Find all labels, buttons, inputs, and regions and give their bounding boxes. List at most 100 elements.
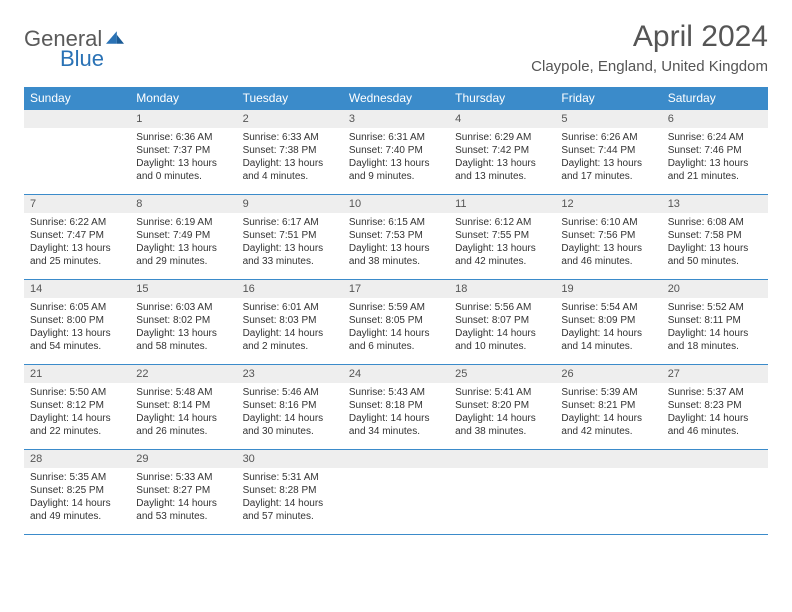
day-sunset: Sunset: 8:05 PM [349,314,443,327]
day-cell: 25Sunrise: 5:41 AMSunset: 8:20 PMDayligh… [449,365,555,449]
day-content: Sunrise: 6:05 AMSunset: 8:00 PMDaylight:… [24,298,130,357]
day-sunrise: Sunrise: 6:08 AM [668,216,762,229]
day-cell [555,450,661,534]
calendar-grid: Sunday Monday Tuesday Wednesday Thursday… [24,87,768,535]
day-content: Sunrise: 6:31 AMSunset: 7:40 PMDaylight:… [343,128,449,187]
day-sunset: Sunset: 8:23 PM [668,399,762,412]
day-cell: 3Sunrise: 6:31 AMSunset: 7:40 PMDaylight… [343,110,449,194]
day-cell: 6Sunrise: 6:24 AMSunset: 7:46 PMDaylight… [662,110,768,194]
day-cell: 18Sunrise: 5:56 AMSunset: 8:07 PMDayligh… [449,280,555,364]
day-number: 8 [130,195,236,213]
day-day1: Daylight: 14 hours [455,412,549,425]
day-sunrise: Sunrise: 6:36 AM [136,131,230,144]
day-day1: Daylight: 13 hours [30,327,124,340]
day-number [662,450,768,468]
day-sunrise: Sunrise: 6:33 AM [243,131,337,144]
day-day1: Daylight: 14 hours [668,327,762,340]
day-sunrise: Sunrise: 5:48 AM [136,386,230,399]
day-content: Sunrise: 6:29 AMSunset: 7:42 PMDaylight:… [449,128,555,187]
day-sunset: Sunset: 8:27 PM [136,484,230,497]
day-day1: Daylight: 14 hours [561,327,655,340]
day-cell: 9Sunrise: 6:17 AMSunset: 7:51 PMDaylight… [237,195,343,279]
calendar-page: GeneralBlue April 2024 Claypole, England… [0,0,792,555]
day-day2: and 4 minutes. [243,170,337,183]
day-sunrise: Sunrise: 6:15 AM [349,216,443,229]
day-sunset: Sunset: 8:09 PM [561,314,655,327]
day-header-row: Sunday Monday Tuesday Wednesday Thursday… [24,87,768,109]
day-cell [343,450,449,534]
day-sunrise: Sunrise: 6:01 AM [243,301,337,314]
day-cell: 7Sunrise: 6:22 AMSunset: 7:47 PMDaylight… [24,195,130,279]
day-cell [449,450,555,534]
day-day2: and 17 minutes. [561,170,655,183]
week-row: 14Sunrise: 6:05 AMSunset: 8:00 PMDayligh… [24,279,768,364]
day-sunrise: Sunrise: 6:26 AM [561,131,655,144]
day-cell: 17Sunrise: 5:59 AMSunset: 8:05 PMDayligh… [343,280,449,364]
week-row: 28Sunrise: 5:35 AMSunset: 8:25 PMDayligh… [24,449,768,535]
day-cell: 1Sunrise: 6:36 AMSunset: 7:37 PMDaylight… [130,110,236,194]
day-cell: 29Sunrise: 5:33 AMSunset: 8:27 PMDayligh… [130,450,236,534]
day-content: Sunrise: 6:17 AMSunset: 7:51 PMDaylight:… [237,213,343,272]
day-cell: 24Sunrise: 5:43 AMSunset: 8:18 PMDayligh… [343,365,449,449]
location: Claypole, England, United Kingdom [531,58,768,75]
day-number: 25 [449,365,555,383]
day-day2: and 0 minutes. [136,170,230,183]
day-cell: 23Sunrise: 5:46 AMSunset: 8:16 PMDayligh… [237,365,343,449]
day-sunrise: Sunrise: 6:24 AM [668,131,762,144]
day-sunrise: Sunrise: 5:59 AM [349,301,443,314]
day-sunrise: Sunrise: 5:52 AM [668,301,762,314]
day-cell: 11Sunrise: 6:12 AMSunset: 7:55 PMDayligh… [449,195,555,279]
day-cell: 8Sunrise: 6:19 AMSunset: 7:49 PMDaylight… [130,195,236,279]
day-content: Sunrise: 5:39 AMSunset: 8:21 PMDaylight:… [555,383,661,442]
day-day2: and 30 minutes. [243,425,337,438]
day-sunset: Sunset: 8:25 PM [30,484,124,497]
day-day1: Daylight: 14 hours [243,497,337,510]
day-content: Sunrise: 6:22 AMSunset: 7:47 PMDaylight:… [24,213,130,272]
day-sunrise: Sunrise: 5:43 AM [349,386,443,399]
day-sunrise: Sunrise: 5:46 AM [243,386,337,399]
day-day1: Daylight: 13 hours [668,157,762,170]
day-content: Sunrise: 6:08 AMSunset: 7:58 PMDaylight:… [662,213,768,272]
day-content: Sunrise: 5:52 AMSunset: 8:11 PMDaylight:… [662,298,768,357]
day-day1: Daylight: 14 hours [561,412,655,425]
logo-text-blue: Blue [60,46,124,72]
day-day2: and 42 minutes. [561,425,655,438]
day-sunset: Sunset: 7:40 PM [349,144,443,157]
week-row: 1Sunrise: 6:36 AMSunset: 7:37 PMDaylight… [24,109,768,194]
weeks-container: 1Sunrise: 6:36 AMSunset: 7:37 PMDaylight… [24,109,768,535]
day-day2: and 29 minutes. [136,255,230,268]
day-header-fri: Friday [555,87,661,109]
day-sunset: Sunset: 8:02 PM [136,314,230,327]
day-day1: Daylight: 13 hours [30,242,124,255]
day-sunrise: Sunrise: 6:19 AM [136,216,230,229]
day-day2: and 46 minutes. [561,255,655,268]
day-content: Sunrise: 5:43 AMSunset: 8:18 PMDaylight:… [343,383,449,442]
day-content: Sunrise: 5:54 AMSunset: 8:09 PMDaylight:… [555,298,661,357]
day-sunset: Sunset: 7:51 PM [243,229,337,242]
day-day1: Daylight: 13 hours [668,242,762,255]
day-day2: and 54 minutes. [30,340,124,353]
day-number [555,450,661,468]
day-day2: and 26 minutes. [136,425,230,438]
day-sunset: Sunset: 8:11 PM [668,314,762,327]
day-day1: Daylight: 13 hours [243,157,337,170]
day-day2: and 33 minutes. [243,255,337,268]
day-sunset: Sunset: 8:03 PM [243,314,337,327]
day-day1: Daylight: 14 hours [30,412,124,425]
day-day1: Daylight: 14 hours [243,327,337,340]
day-cell: 5Sunrise: 6:26 AMSunset: 7:44 PMDaylight… [555,110,661,194]
day-cell: 2Sunrise: 6:33 AMSunset: 7:38 PMDaylight… [237,110,343,194]
day-cell: 16Sunrise: 6:01 AMSunset: 8:03 PMDayligh… [237,280,343,364]
day-cell: 13Sunrise: 6:08 AMSunset: 7:58 PMDayligh… [662,195,768,279]
day-day1: Daylight: 14 hours [243,412,337,425]
day-sunset: Sunset: 7:42 PM [455,144,549,157]
day-day1: Daylight: 13 hours [349,242,443,255]
day-day2: and 13 minutes. [455,170,549,183]
logo-triangle-icon [106,31,124,49]
day-sunset: Sunset: 7:49 PM [136,229,230,242]
day-sunset: Sunset: 7:47 PM [30,229,124,242]
day-number [449,450,555,468]
day-day2: and 6 minutes. [349,340,443,353]
day-number: 6 [662,110,768,128]
day-day1: Daylight: 14 hours [668,412,762,425]
